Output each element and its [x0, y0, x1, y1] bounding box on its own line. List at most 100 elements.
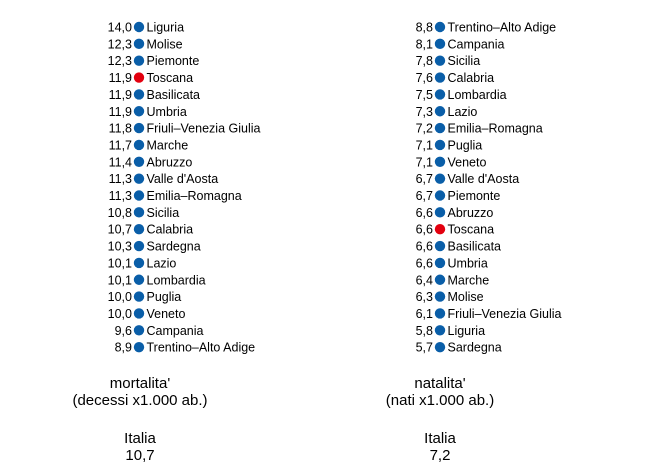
mortality-row: 11,9 Umbria — [109, 105, 187, 119]
mortality-value-label: 11,4 — [109, 155, 132, 169]
mortality-dot — [133, 173, 145, 184]
mortality-region-label: Umbria — [147, 105, 187, 119]
natality-region-label: Sardegna — [448, 341, 502, 355]
mortality-region-label: Molise — [147, 37, 183, 51]
natality-region-label: Campania — [448, 37, 505, 51]
mortality-region-label: Friuli–Venezia Giulia — [147, 122, 261, 136]
natality-dot — [434, 207, 446, 218]
natality-row: 6,3 Molise — [416, 290, 484, 304]
mortality-row: 11,8 Friuli–Venezia Giulia — [109, 122, 261, 136]
mortality-row: 11,4 Abruzzo — [109, 155, 193, 169]
natality-row: 7,5 Lombardia — [416, 88, 507, 102]
natality-italia-value: 7,2 — [429, 447, 451, 464]
natality-value-label: 6,6 — [416, 256, 433, 270]
natality-dot — [434, 89, 446, 100]
natality-region-label: Veneto — [448, 155, 487, 169]
natality-dot-highlight — [434, 224, 446, 235]
natality-value-label: 7,6 — [416, 71, 433, 85]
mortality-value-label: 11,9 — [109, 88, 132, 102]
mortality-row: 12,3 Molise — [108, 37, 183, 51]
natality-region-label: Emilia–Romagna — [448, 122, 543, 136]
mortality-row: 10,1 Lombardia — [108, 273, 206, 287]
mortality-row: 11,7 Marche — [109, 138, 189, 152]
natality-row: 8,8 Trentino–Alto Adige — [416, 21, 557, 35]
mortality-region-label: Marche — [147, 138, 189, 152]
mortality-value-label: 8,9 — [115, 341, 132, 355]
natality-dot — [434, 291, 446, 302]
mortality-region-label: Sicilia — [147, 206, 180, 220]
mortality-value-label: 11,7 — [109, 138, 132, 152]
mortality-region-label: Valle d'Aosta — [147, 172, 219, 186]
natality-row: 6,4 Marche — [416, 273, 490, 287]
natality-dot — [434, 21, 446, 33]
mortality-region-label: Veneto — [147, 307, 186, 321]
natality-dot — [434, 257, 446, 269]
mortality-value-label: 12,3 — [108, 37, 132, 51]
mortality-italia-value: 10,7 — [125, 447, 155, 464]
mortality-value-label: 10,7 — [108, 223, 132, 237]
natality-footer: natalita' (nati x1.000 ab.) Italia 7,2 — [345, 375, 535, 464]
natality-dot — [434, 72, 446, 83]
natality-row: 7,1 Veneto — [416, 155, 487, 169]
mortality-row: 12,3 Piemonte — [108, 54, 200, 68]
mortality-value-label: 11,9 — [109, 105, 132, 119]
mortality-dot — [133, 240, 145, 252]
mortality-value-label: 11,3 — [109, 189, 132, 203]
natality-value-label: 6,3 — [416, 290, 433, 304]
natality-dot — [434, 190, 446, 201]
natality-region-label: Lombardia — [448, 88, 507, 102]
natality-value-label: 7,1 — [416, 138, 433, 152]
mortality-dot — [133, 55, 145, 66]
natality-ranking: 8,8 Trentino–Alto Adige 8,1 Campania 7,8 Sici… — [416, 21, 562, 355]
natality-row: 6,7 Valle d'Aosta — [416, 172, 520, 186]
mortality-region-label: Calabria — [147, 223, 194, 237]
mortality-region-label: Piemonte — [147, 54, 200, 68]
mortality-dot — [133, 257, 145, 269]
natality-subtitle: (nati x1.000 ab.) — [385, 392, 495, 409]
natality-value-label: 6,6 — [416, 206, 433, 220]
mortality-dot — [133, 190, 145, 201]
natality-dot — [434, 55, 446, 66]
natality-value-label: 6,4 — [416, 273, 433, 287]
natality-row: 6,6 Basilicata — [416, 240, 501, 254]
natality-region-label: Friuli–Venezia Giulia — [448, 307, 562, 321]
natality-value-label: 5,8 — [416, 324, 433, 338]
natality-dot — [434, 173, 446, 184]
mortality-row: 9,6 Campania — [115, 324, 204, 338]
natality-row: 7,3 Lazio — [416, 105, 478, 119]
mortality-row: 11,3 Valle d'Aosta — [109, 172, 219, 186]
mortality-value-label: 11,3 — [109, 172, 132, 186]
mortality-value-label: 12,3 — [108, 54, 132, 68]
natality-value-label: 6,1 — [416, 307, 433, 321]
mortality-row: 10,0 Veneto — [108, 307, 186, 321]
natality-region-label: Basilicata — [448, 240, 502, 254]
mortality-value-label: 10,8 — [108, 206, 132, 220]
natality-value-label: 8,8 — [416, 21, 433, 35]
mortality-row: 14,0 Liguria — [108, 21, 184, 35]
mortality-value-label: 10,0 — [108, 307, 132, 321]
natality-row: 7,2 Emilia–Romagna — [416, 122, 543, 136]
mortality-row: 11,9 Basilicata — [109, 88, 200, 102]
mortality-region-label: Lombardia — [147, 273, 206, 287]
natality-dot — [434, 122, 446, 134]
natality-row: 6,1 Friuli–Venezia Giulia — [416, 307, 562, 321]
natality-dot — [434, 240, 446, 252]
natality-row: 8,1 Campania — [416, 37, 505, 51]
mortality-row: 10,3 Sardegna — [108, 240, 201, 254]
natality-value-label: 6,7 — [416, 189, 433, 203]
mortality-dot — [133, 89, 145, 100]
natality-dot — [434, 325, 446, 336]
natality-dot — [434, 341, 446, 353]
natality-row: 5,8 Liguria — [416, 324, 485, 338]
natality-value-label: 7,8 — [416, 54, 433, 68]
mortality-dot — [133, 106, 145, 117]
natality-region-label: Calabria — [448, 71, 495, 85]
mortality-region-label: Puglia — [147, 290, 182, 304]
mortality-region-label: Toscana — [147, 71, 194, 85]
natality-value-label: 5,7 — [416, 341, 433, 355]
natality-row: 7,1 Puglia — [416, 138, 483, 152]
natality-dot — [434, 274, 446, 285]
mortality-row: 11,9 Toscana — [109, 71, 194, 85]
natality-value-label: 8,1 — [416, 37, 433, 51]
